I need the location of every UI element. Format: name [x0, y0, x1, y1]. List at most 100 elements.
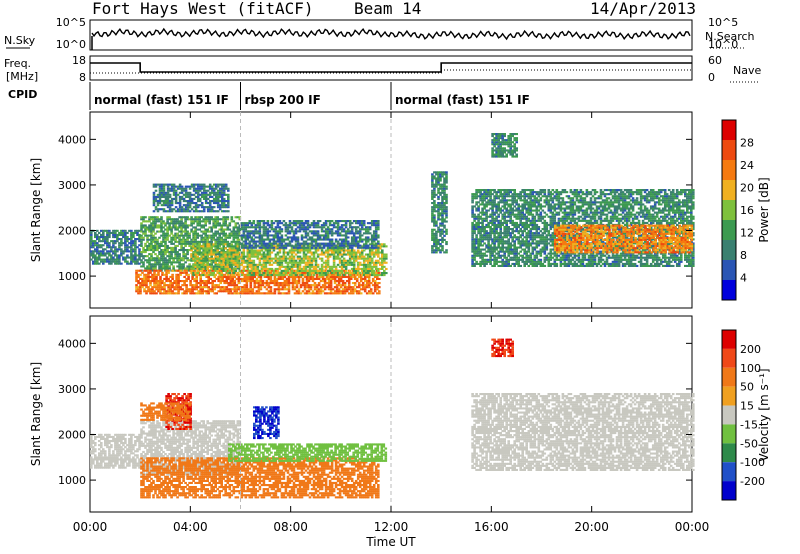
heatmap-cell	[161, 288, 164, 291]
heatmap-cell	[339, 280, 343, 283]
heatmap-cell	[306, 259, 310, 262]
heatmap-cell	[336, 224, 340, 227]
heatmap-cell	[283, 282, 287, 285]
heatmap-cell	[169, 288, 172, 291]
heatmap-cell	[338, 269, 342, 272]
heatmap-cell	[277, 286, 281, 289]
heatmap-cell	[144, 216, 147, 219]
heatmap-cell	[344, 269, 348, 272]
heatmap-cell	[190, 253, 193, 256]
heatmap-cell	[351, 288, 355, 291]
heatmap-cell	[263, 275, 267, 278]
heatmap-cell	[291, 288, 295, 291]
heatmap-cell	[433, 214, 436, 217]
heatmap-cell	[161, 292, 164, 295]
heatmap-cell	[126, 231, 129, 234]
heatmap-cell	[130, 238, 133, 241]
heatmap-cell	[245, 284, 249, 287]
heatmap-cell	[156, 200, 160, 203]
heatmap-cell	[151, 277, 154, 280]
heatmap-cell	[142, 246, 145, 249]
heatmap-cell	[210, 228, 213, 231]
heatmap-cell	[210, 255, 213, 258]
heatmap-cell	[291, 284, 295, 287]
heatmap-cell	[152, 191, 156, 194]
heatmap-cell	[130, 240, 133, 243]
heatmap-cell	[206, 238, 209, 241]
heatmap-cell	[178, 230, 181, 233]
heatmap-cell	[186, 216, 189, 219]
heatmap-cell	[264, 259, 268, 262]
heatmap-cell	[100, 229, 103, 232]
heatmap-cell	[445, 214, 448, 217]
heatmap-cell	[343, 286, 347, 289]
heatmap-cell	[343, 284, 347, 287]
heatmap-cell	[248, 251, 252, 254]
heatmap-cell	[198, 263, 201, 266]
heatmap-cell	[288, 267, 292, 270]
heatmap-cell	[297, 292, 301, 295]
heatmap-cell	[377, 255, 380, 258]
heatmap-cell	[196, 267, 199, 270]
heatmap-cell	[238, 274, 242, 277]
heatmap-cell	[300, 257, 304, 260]
heatmap-cell	[473, 230, 476, 233]
heatmap-cell	[181, 284, 184, 287]
heatmap-cell	[152, 257, 155, 260]
heatmap-cell	[224, 269, 227, 272]
heatmap-cell	[268, 226, 272, 229]
heatmap-cell	[228, 259, 232, 262]
heatmap-cell	[322, 265, 326, 268]
heatmap-cell	[287, 277, 291, 280]
heatmap-cell	[344, 224, 348, 227]
heatmap-cell	[361, 277, 365, 280]
heatmap-cell	[92, 240, 95, 243]
heatmap-cell	[243, 290, 247, 293]
heatmap-cell	[200, 220, 203, 223]
heatmap-cell	[160, 204, 164, 207]
heatmap-cell	[130, 252, 133, 255]
heatmap-cell	[208, 274, 211, 277]
heatmap-cell	[114, 246, 117, 249]
heatmap-cell	[242, 222, 246, 225]
heatmap-cell	[365, 292, 369, 295]
heatmap-cell	[220, 230, 223, 233]
heatmap-cell	[232, 247, 236, 250]
heatmap-cell	[341, 290, 345, 293]
heatmap-cell	[258, 226, 262, 229]
heatmap-cell	[143, 290, 146, 293]
heatmap-cell	[210, 195, 214, 198]
heatmap-cell	[166, 204, 170, 207]
heatmap-cell	[336, 240, 340, 243]
heatmap-cell	[302, 261, 306, 264]
heatmap-cell	[257, 284, 261, 287]
heatmap-cell	[219, 275, 222, 278]
heatmap-cell	[335, 288, 339, 291]
heatmap-cell	[319, 275, 323, 278]
heatmap-cell	[319, 288, 323, 291]
heatmap-cell	[216, 224, 219, 227]
heatmap-cell	[310, 261, 314, 264]
heatmap-cell	[352, 251, 356, 254]
heatmap-cell	[370, 242, 374, 245]
heatmap-cell	[156, 202, 160, 205]
heatmap-cell	[377, 242, 380, 245]
heatmap-cell	[287, 284, 291, 287]
heatmap-cell	[148, 228, 151, 231]
heatmap-cell	[354, 238, 358, 241]
heatmap-cell	[148, 234, 151, 237]
heatmap-cell	[196, 251, 199, 254]
heatmap-cell	[360, 240, 364, 243]
heatmap-cell	[309, 284, 313, 287]
heatmap-cell	[136, 262, 139, 265]
heatmap-cell	[265, 292, 269, 295]
heatmap-cell	[332, 253, 336, 256]
heatmap-cell	[102, 248, 105, 251]
heatmap-cell	[191, 284, 194, 287]
heatmap-cell	[250, 238, 254, 241]
heatmap-cell	[288, 226, 292, 229]
heatmap-cell	[359, 292, 363, 295]
heatmap-cell	[188, 236, 191, 239]
heatmap-cell	[200, 238, 203, 241]
heatmap-cell	[283, 288, 287, 291]
